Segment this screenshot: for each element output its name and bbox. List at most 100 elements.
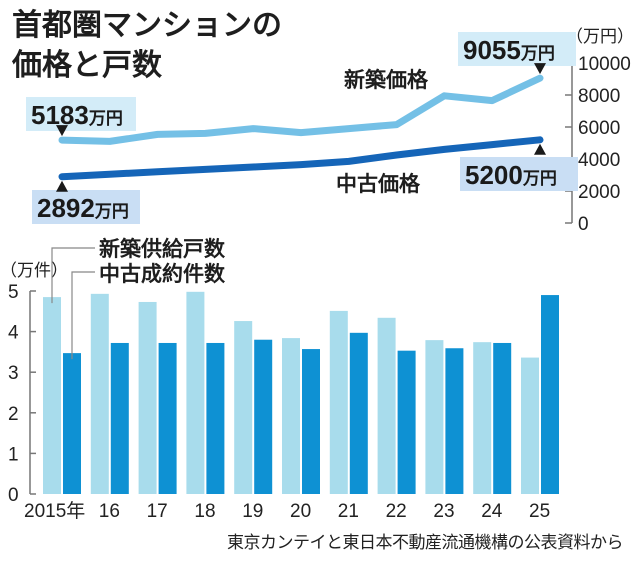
- used-contract-bar: [349, 332, 368, 494]
- bar-y-tick-label: 3: [8, 363, 19, 384]
- line-y-tick-label: 2000: [578, 182, 620, 203]
- bar-y-tick-label: 0: [8, 485, 19, 506]
- line-y-axis-unit: （万円）: [566, 27, 634, 47]
- bar-y-tick-label: 1: [8, 444, 19, 465]
- used-price-2025-callout-label: 5200万円: [465, 160, 557, 190]
- new-supply-bar: [43, 297, 61, 494]
- source-note: 東京カンテイと東日本不動産流通機構の公表資料から: [227, 533, 624, 553]
- used-contract-bar: [158, 342, 177, 494]
- new-price-point: [61, 139, 63, 141]
- used-price-point: [204, 168, 206, 170]
- used-contract-bar: [63, 353, 81, 494]
- used-price-2015-callout-unit: 万円: [94, 202, 129, 222]
- arrow-down-icon: [534, 63, 546, 75]
- bar-x-tick-label: 21: [338, 501, 359, 522]
- used-contract-bar: [254, 339, 273, 494]
- new-price-point: [109, 140, 111, 142]
- title-line-1: 首都圏マンションの: [12, 8, 282, 43]
- title-line-2: 価格と戸数: [12, 48, 162, 83]
- new-price-2025-callout-label: 9055万円: [463, 35, 555, 65]
- used-price-2015-callout-value: 2892: [37, 193, 95, 223]
- line-y-tick-label: 8000: [578, 86, 620, 107]
- bar-x-tick-label: 24: [481, 501, 503, 522]
- bar-y-tick-label: 4: [8, 323, 19, 344]
- bar-x-tick-label: 18: [194, 501, 215, 522]
- arrow-up-icon: [534, 143, 546, 155]
- bar-x-tick-label: 2015年: [24, 500, 85, 522]
- used-price-series-label: 中古価格: [336, 172, 421, 196]
- used-price-2025-callout-unit: 万円: [522, 169, 557, 189]
- new-supply-bar: [425, 340, 444, 494]
- legend-item-new-supply: 新築供給戸数: [99, 237, 226, 261]
- new-price-series-label: 新築価格: [344, 68, 429, 92]
- new-price-point: [300, 132, 302, 134]
- used-price-point: [61, 176, 63, 178]
- new-price-point: [491, 100, 493, 102]
- used-contract-bar: [397, 350, 416, 494]
- used-price-2025-callout-value: 5200: [465, 160, 523, 190]
- new-price-2025-callout-value: 9055: [463, 35, 521, 65]
- used-price-2015-callout-label: 2892万円: [37, 193, 129, 223]
- bar-x-tick-label: 19: [242, 501, 263, 522]
- new-price-point: [204, 132, 206, 134]
- used-contract-bar: [110, 342, 129, 494]
- used-price-2015-callout-box: [32, 190, 140, 224]
- new-supply-bar: [473, 342, 492, 494]
- new-price-2015-callout-label: 5183万円: [31, 100, 123, 130]
- new-price-point: [252, 128, 254, 130]
- legend-item-used-contract: 中古成約件数: [99, 262, 226, 286]
- new-supply-bar: [282, 338, 300, 494]
- bar-y-tick-label: 5: [8, 282, 19, 303]
- bar-x-tick-label: 23: [433, 501, 454, 522]
- bar-x-tick-label: 16: [99, 501, 120, 522]
- used-contract-bar: [302, 349, 320, 494]
- used-contract-bar: [445, 348, 464, 494]
- new-supply-bar: [186, 291, 205, 494]
- new-supply-bar: [329, 310, 348, 494]
- new-supply-bar: [90, 293, 109, 494]
- new-price-2015-callout-value: 5183: [31, 100, 89, 130]
- used-price-point: [109, 173, 111, 175]
- bar-x-tick-label: 20: [290, 501, 311, 522]
- used-price-point: [491, 144, 493, 146]
- new-price-point: [157, 133, 159, 135]
- new-price-2015-callout-box: [26, 97, 136, 131]
- used-contract-bar: [493, 342, 512, 494]
- new-price-point: [443, 95, 445, 97]
- new-price-point: [396, 124, 398, 126]
- line-y-tick-label: 10000: [578, 54, 631, 75]
- new-supply-bar: [234, 321, 253, 494]
- line-y-tick-label: 4000: [578, 150, 620, 171]
- line-y-tick-label: 0: [578, 214, 589, 235]
- line-y-tick-label: 6000: [578, 118, 620, 139]
- legend-leader-new: [51, 247, 95, 304]
- used-price-2025-callout-box: [460, 157, 578, 191]
- used-price-point: [252, 166, 254, 168]
- used-price-point: [539, 139, 541, 141]
- used-contract-bar: [206, 342, 225, 494]
- legend-leader-used: [71, 271, 95, 360]
- used-price-point: [348, 160, 350, 162]
- bar-x-tick-label: 22: [386, 501, 407, 522]
- bar-x-tick-label: 25: [529, 501, 550, 522]
- new-supply-bar: [377, 317, 396, 494]
- bar-y-axis-unit: （万件）: [0, 261, 68, 281]
- used-contract-bar: [541, 295, 559, 494]
- used-price-point: [300, 164, 302, 166]
- new-price-point: [348, 128, 350, 130]
- bar-x-tick-label: 17: [147, 501, 168, 522]
- bar-y-tick-label: 2: [8, 404, 19, 425]
- used-price-point: [396, 154, 398, 156]
- new-supply-bar: [521, 357, 539, 494]
- new-price-2015-callout-unit: 万円: [88, 109, 123, 129]
- new-supply-bar: [138, 301, 157, 494]
- arrow-up-icon: [56, 180, 68, 192]
- used-price-point: [443, 148, 445, 150]
- new-price-point: [539, 77, 541, 79]
- chart-title: 首都圏マンションの 価格と戸数: [12, 6, 282, 86]
- new-price-2025-callout-box: [458, 32, 576, 66]
- new-price-2025-callout-unit: 万円: [520, 44, 555, 64]
- arrow-down-icon: [56, 125, 68, 137]
- used-price-point: [157, 171, 159, 173]
